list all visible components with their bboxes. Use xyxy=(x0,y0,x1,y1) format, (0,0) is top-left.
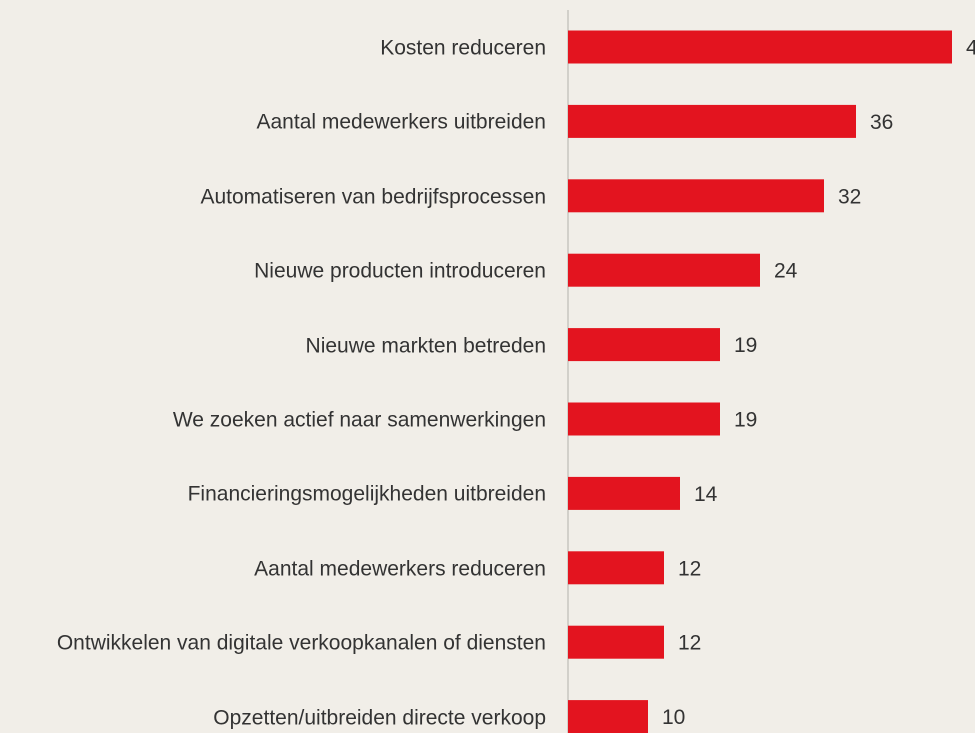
value-label: 12 xyxy=(678,632,701,655)
category-label: Ontwikkelen van digitale verkoopkanalen … xyxy=(56,631,546,655)
bar xyxy=(568,30,952,64)
value-label: 24 xyxy=(774,260,798,283)
value-label: 36 xyxy=(870,111,893,134)
bar xyxy=(568,476,680,510)
bar xyxy=(568,551,664,585)
value-label: 32 xyxy=(838,185,861,208)
category-label: Automatiseren van bedrijfsprocessen xyxy=(200,185,546,209)
bar xyxy=(568,179,824,213)
category-label: Aantal medewerkers reduceren xyxy=(254,557,546,581)
bar xyxy=(568,328,720,362)
value-label: 14 xyxy=(694,483,718,506)
category-label: Opzetten/uitbreiden directe verkoop xyxy=(213,706,546,730)
value-label: 12 xyxy=(678,557,701,580)
category-label: Kosten reduceren xyxy=(380,36,546,60)
category-label: Aantal medewerkers uitbreiden xyxy=(256,110,547,134)
bar xyxy=(568,104,856,138)
bar xyxy=(568,625,664,659)
value-label: 19 xyxy=(734,334,757,357)
category-label: Nieuwe producten introduceren xyxy=(254,259,546,283)
bar xyxy=(568,402,720,436)
bar xyxy=(568,700,648,733)
category-label: We zoeken actief naar samenwerkingen xyxy=(172,408,546,432)
category-label: Financieringsmogelijkheden uitbreiden xyxy=(187,482,546,506)
value-label: 48 xyxy=(966,37,975,60)
value-label: 10 xyxy=(662,706,685,729)
value-label: 19 xyxy=(734,409,757,432)
category-label: Nieuwe markten betreden xyxy=(305,334,546,358)
bar xyxy=(568,253,760,287)
